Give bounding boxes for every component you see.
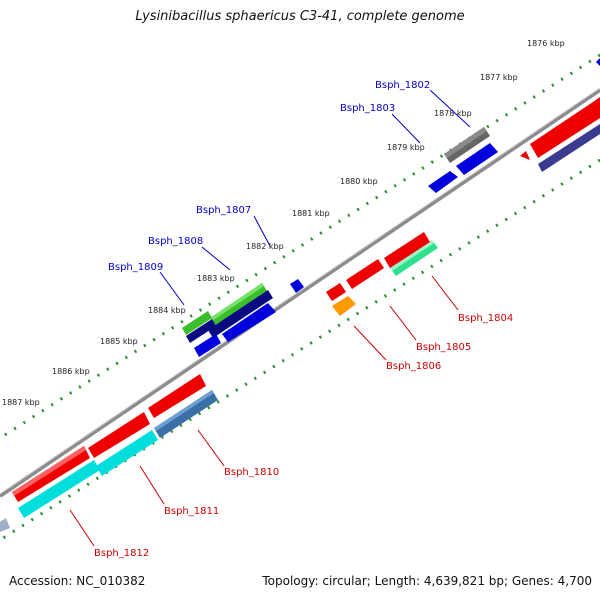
genome-backbone: [0, 88, 600, 498]
map-title: Lysinibacillus sphaericus C3-41, complet…: [135, 9, 465, 24]
gene-label-bsph-1809[interactable]: Bsph_1809: [108, 262, 163, 273]
kbp-label: 1887 kbp: [2, 398, 40, 407]
kbp-label: 1879 kbp: [387, 143, 425, 152]
leader-line-bsph-1809: [159, 271, 185, 306]
gene-bsph-1810[interactable]: [154, 390, 218, 438]
kbp-label: 1878 kbp: [434, 109, 472, 118]
outer-tick-track: [0, 53, 600, 440]
kbp-label: 1881 kbp: [292, 209, 330, 218]
gene-bsph-1805[interactable]: [326, 259, 384, 301]
genome-summary-text: Topology: circular; Length: 4,639,821 bp…: [262, 574, 592, 588]
gene-upper-right[interactable]: [520, 58, 600, 172]
accession-text: Accession: NC_010382: [9, 574, 146, 588]
gene-label-bsph-1802[interactable]: Bsph_1802: [375, 80, 430, 91]
kbp-label: 1885 kbp: [100, 337, 138, 346]
leader-line-bsph-1807: [253, 215, 271, 247]
leader-line-bsph-1808: [201, 246, 231, 271]
leader-line-bsph-1812: [69, 509, 95, 547]
kbp-label: 1876 kbp: [527, 39, 565, 48]
gene-label-bsph-1804[interactable]: Bsph_1804: [458, 313, 513, 324]
gene-label-bsph-1806[interactable]: Bsph_1806: [386, 361, 441, 372]
gene-bsph-1809[interactable]: [182, 311, 221, 357]
gene-lower-left-fwd[interactable]: [12, 374, 206, 502]
leader-line-bsph-1803: [391, 113, 421, 144]
gene-bsph-1806[interactable]: [332, 296, 356, 316]
gene-label-bsph-1808[interactable]: Bsph_1808: [148, 236, 203, 247]
leader-line-bsph-1802: [429, 89, 471, 128]
kbp-label: 1886 kbp: [52, 367, 90, 376]
gene-bsph-1803[interactable]: [428, 143, 498, 193]
gene-bsph-1808[interactable]: [208, 279, 304, 342]
leader-line-bsph-1811: [139, 465, 165, 505]
gene-bsph-1807[interactable]: [210, 283, 267, 326]
kbp-label: 1884 kbp: [148, 306, 186, 315]
leader-line-bsph-1805: [389, 305, 417, 341]
gene-bsph-1802[interactable]: [444, 127, 490, 163]
gene-label-bsph-1810[interactable]: Bsph_1810: [224, 467, 279, 478]
kbp-label: 1880 kbp: [340, 177, 378, 186]
kbp-label: 1877 kbp: [480, 73, 518, 82]
leader-line-bsph-1806: [353, 325, 387, 361]
gene-bsph-1812[interactable]: [0, 460, 100, 532]
kbp-label: 1883 kbp: [197, 274, 235, 283]
gene-label-bsph-1807[interactable]: Bsph_1807: [196, 205, 251, 216]
leader-line-bsph-1804: [431, 275, 459, 311]
gene-label-bsph-1803[interactable]: Bsph_1803: [340, 103, 395, 114]
gene-label-bsph-1811[interactable]: Bsph_1811: [164, 506, 219, 517]
genome-backbone-highlight: [0, 87, 600, 495]
gene-label-bsph-1805[interactable]: Bsph_1805: [416, 342, 471, 353]
kbp-label: 1882 kbp: [246, 242, 284, 251]
gene-bsph-1811[interactable]: [96, 430, 158, 476]
gene-bsph-1804[interactable]: [384, 232, 438, 276]
gene-label-bsph-1812[interactable]: Bsph_1812: [94, 548, 149, 559]
leader-line-bsph-1810: [197, 429, 225, 467]
